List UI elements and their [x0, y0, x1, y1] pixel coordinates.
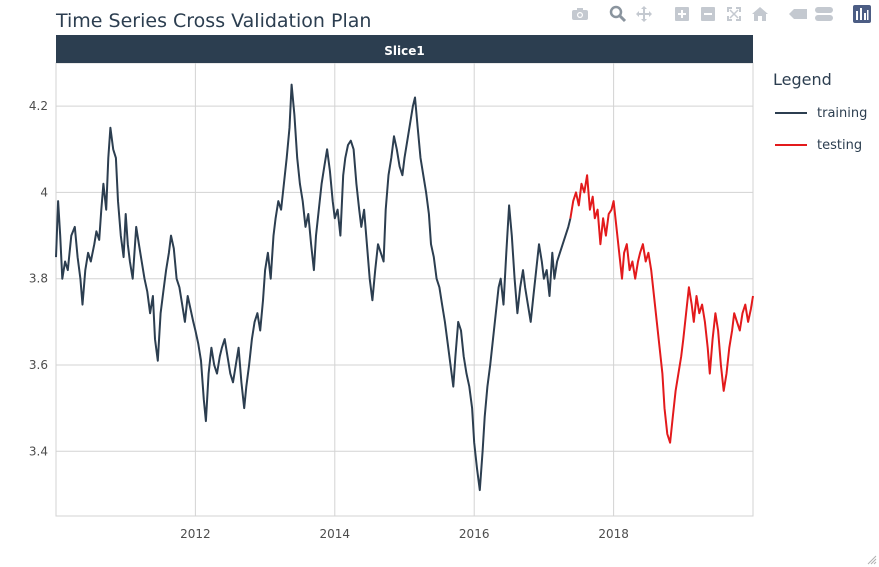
resize-handle-icon[interactable]	[867, 555, 877, 565]
zoom-out-icon[interactable]	[697, 5, 719, 23]
modebar	[569, 5, 873, 23]
chart-title: Time Series Cross Validation Plan	[56, 10, 372, 32]
legend-label-testing: testing	[817, 137, 863, 153]
compare-hover-icon[interactable]	[813, 5, 835, 23]
legend-item-training[interactable]: training	[773, 97, 867, 129]
legend-swatch-training	[775, 112, 807, 114]
plotly-logo-icon[interactable]	[851, 5, 873, 23]
gridlines	[56, 63, 753, 516]
autoscale-icon[interactable]	[723, 5, 745, 23]
y-tick-label: 3.6	[29, 358, 48, 372]
legend-item-testing[interactable]: testing	[773, 129, 867, 161]
y-tick-label: 3.4	[29, 444, 48, 458]
zoom-icon[interactable]	[607, 5, 629, 23]
facet-strip	[56, 35, 753, 63]
x-tick-label: 2016	[459, 527, 490, 541]
x-tick-label: 2012	[180, 527, 211, 541]
legend-label-training: training	[817, 105, 868, 121]
facet-strip-label: Slice1	[384, 44, 424, 58]
y-tick-label: 4	[40, 185, 48, 199]
zoom-in-icon[interactable]	[671, 5, 693, 23]
legend-title: Legend	[773, 70, 832, 89]
pan-icon[interactable]	[633, 5, 655, 23]
x-axis: 2012 2014 2016 2018	[180, 527, 629, 541]
y-axis: 3.4 3.6 3.8 4 4.2	[29, 99, 48, 458]
y-tick-label: 3.8	[29, 272, 48, 286]
plot-panel	[56, 63, 753, 516]
series-lines	[55, 83, 754, 492]
legend-swatch-testing	[775, 144, 807, 146]
legend: Legend training testing	[773, 70, 867, 161]
x-tick-label: 2018	[598, 527, 629, 541]
x-tick-label: 2014	[320, 527, 351, 541]
spike-lines-icon[interactable]	[787, 5, 809, 23]
y-tick-label: 4.2	[29, 99, 48, 113]
series-line-training	[55, 83, 572, 492]
reset-axes-icon[interactable]	[749, 5, 771, 23]
camera-icon[interactable]	[569, 5, 591, 23]
series-line-testing	[569, 174, 754, 444]
